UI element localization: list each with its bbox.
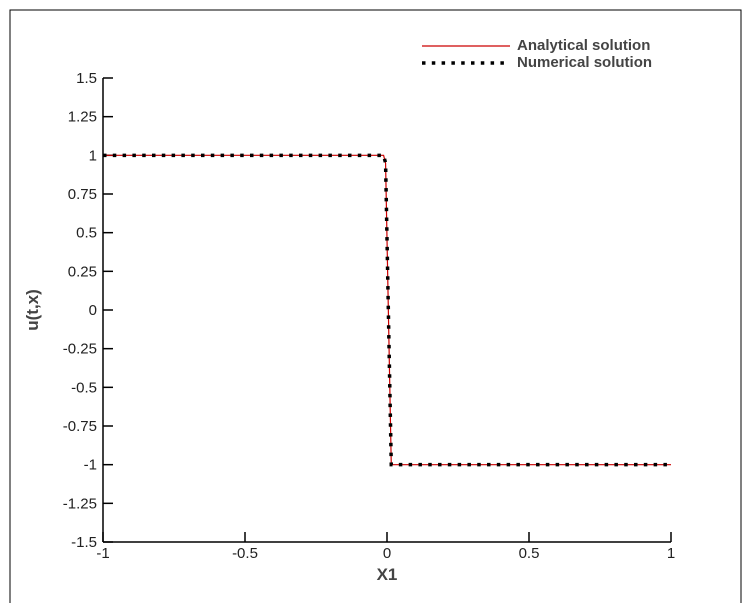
y-tick-label: 0.75 [68,186,97,203]
x-tick-label: 0 [383,545,391,562]
y-tick-label: -0.75 [63,418,97,435]
x-axis-label: X1 [377,565,398,584]
x-tick-label: 0.5 [519,545,540,562]
legend-label: Numerical solution [517,54,652,71]
y-axis-label: u(t,x) [23,289,42,331]
y-tick-label: 0.5 [76,225,97,242]
y-tick-label: 1.25 [68,109,97,126]
y-tick-label: -0.5 [71,379,97,396]
y-tick-label: -1 [84,457,97,474]
y-tick-label: 1.5 [76,70,97,87]
y-tick-label: -0.25 [63,341,97,358]
x-tick-label: -0.5 [232,545,258,562]
y-tick-label: -1.5 [71,534,97,551]
legend-label: Analytical solution [517,37,650,54]
series-line [103,153,671,467]
frame [9,9,742,608]
y-tick-label: 1 [89,147,97,164]
y-tick-label: -1.25 [63,495,97,512]
x-tick-label: -1 [96,545,109,562]
y-tick-label: 0.25 [68,263,97,280]
series-line [103,154,671,466]
y-tick-label: 0 [89,302,97,319]
x-tick-label: 1 [667,545,675,562]
